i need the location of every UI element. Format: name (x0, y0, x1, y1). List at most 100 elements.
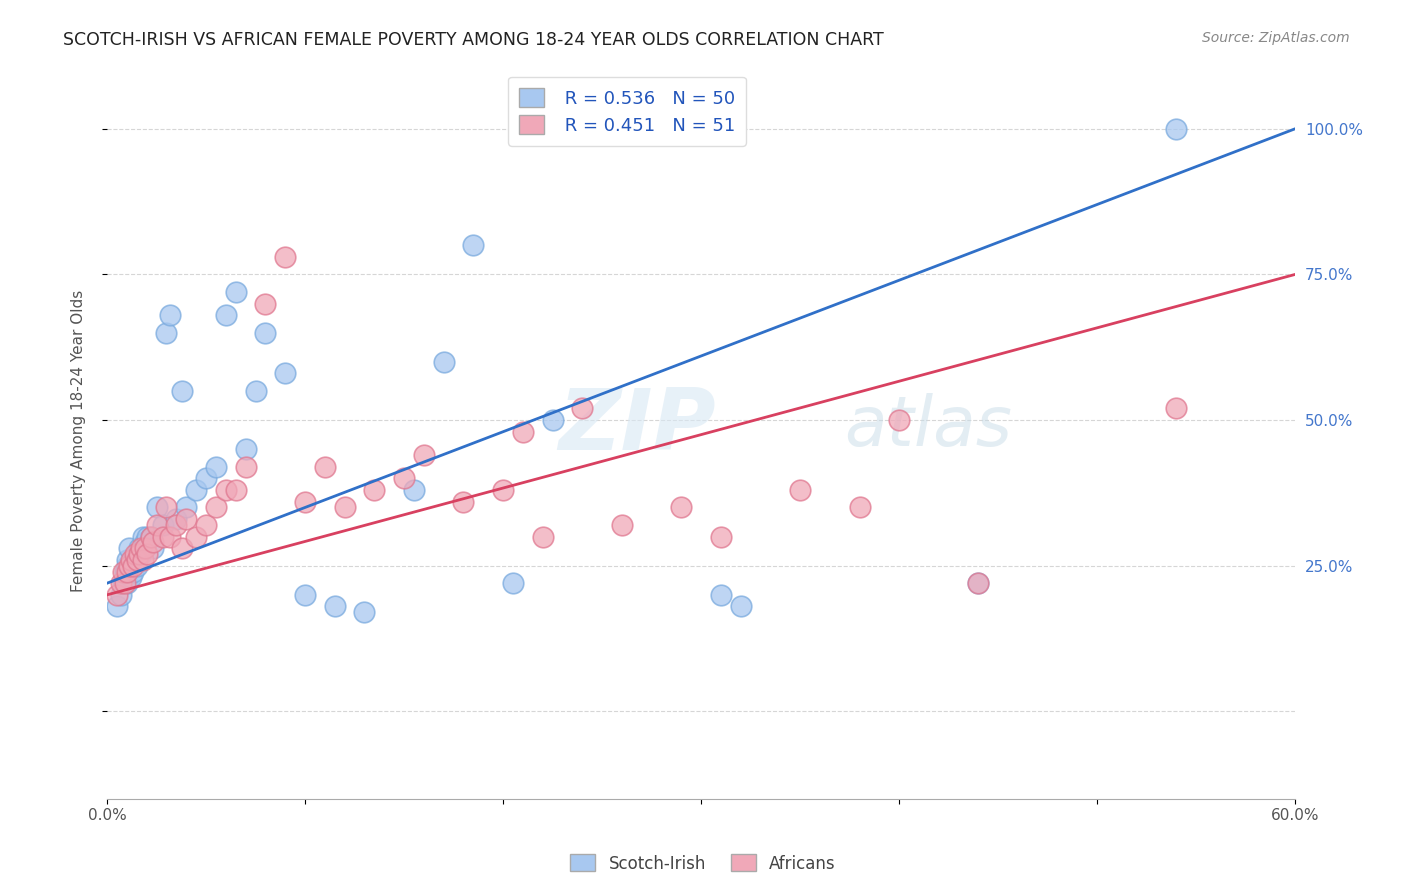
Point (225, 483, 247, 497)
Point (129, 541, 152, 556)
Point (591, 121, 613, 136)
Point (124, 553, 146, 567)
Point (155, 326, 177, 340)
Point (186, 530, 208, 544)
Point (172, 541, 194, 556)
Point (120, 570, 142, 584)
Point (135, 530, 157, 544)
Point (363, 483, 385, 497)
Point (115, 576, 138, 591)
Point (121, 565, 143, 579)
Point (235, 459, 257, 474)
Point (887, 413, 910, 427)
Point (115, 553, 138, 567)
Text: atlas: atlas (844, 392, 1012, 459)
Point (402, 483, 425, 497)
Point (789, 483, 811, 497)
Point (274, 250, 297, 264)
Point (294, 494, 316, 508)
Text: SCOTCH-IRISH VS AFRICAN FEMALE POVERTY AMONG 18-24 YEAR OLDS CORRELATION CHART: SCOTCH-IRISH VS AFRICAN FEMALE POVERTY A… (63, 31, 884, 49)
Point (967, 576, 990, 591)
Point (159, 530, 181, 544)
Point (114, 576, 136, 591)
Point (110, 576, 132, 591)
Point (111, 565, 134, 579)
Point (129, 547, 152, 561)
Point (710, 588, 733, 602)
Point (105, 588, 128, 602)
Point (174, 500, 197, 515)
Point (512, 425, 534, 439)
Point (139, 530, 162, 544)
Point (690, 121, 713, 136)
Point (128, 541, 150, 556)
Point (433, 355, 456, 369)
Point (114, 565, 136, 579)
Point (124, 547, 146, 561)
Point (412, 448, 434, 462)
Point (152, 530, 174, 544)
Point (254, 296, 277, 310)
Point (135, 547, 157, 561)
Point (165, 512, 187, 526)
Point (186, 483, 208, 497)
Point (848, 500, 870, 515)
Y-axis label: Female Poverty Among 18-24 Year Olds: Female Poverty Among 18-24 Year Olds (72, 289, 86, 591)
Point (610, 517, 633, 532)
Legend: Scotch-Irish, Africans: Scotch-Irish, Africans (564, 847, 842, 880)
Point (165, 517, 187, 532)
Point (172, 384, 194, 398)
Point (1166, 121, 1188, 136)
Point (235, 442, 257, 457)
Point (274, 367, 297, 381)
Point (730, 599, 752, 614)
Point (159, 308, 181, 322)
Point (195, 517, 218, 532)
Legend:  R = 0.536   N = 50,  R = 0.451   N = 51: R = 0.536 N = 50, R = 0.451 N = 51 (508, 77, 745, 145)
Point (120, 553, 142, 567)
Point (125, 553, 148, 567)
Point (142, 541, 165, 556)
Point (245, 384, 267, 398)
Point (710, 530, 733, 544)
Text: ZIP: ZIP (558, 384, 716, 467)
Point (205, 500, 228, 515)
Point (134, 535, 156, 549)
Point (453, 494, 475, 508)
Point (105, 599, 128, 614)
Point (118, 541, 141, 556)
Point (541, 413, 564, 427)
Point (195, 471, 218, 485)
Point (314, 459, 336, 474)
Point (139, 530, 162, 544)
Point (215, 308, 238, 322)
Point (225, 285, 247, 299)
Point (571, 401, 593, 416)
Point (1166, 401, 1188, 416)
Point (502, 576, 524, 591)
Point (155, 500, 177, 515)
Point (145, 517, 167, 532)
Point (492, 483, 515, 497)
Point (132, 530, 155, 544)
Point (531, 530, 554, 544)
Point (115, 558, 138, 573)
Point (671, 500, 693, 515)
Point (353, 605, 375, 619)
Point (254, 326, 277, 340)
Point (128, 547, 150, 561)
Point (118, 558, 141, 573)
Point (132, 553, 155, 567)
Point (333, 500, 356, 515)
Point (125, 558, 148, 573)
Text: Source: ZipAtlas.com: Source: ZipAtlas.com (1202, 31, 1350, 45)
Point (125, 547, 148, 561)
Point (463, 238, 485, 252)
Point (174, 512, 197, 526)
Point (111, 576, 134, 591)
Point (152, 517, 174, 532)
Point (323, 599, 346, 614)
Point (392, 471, 415, 485)
Point (215, 483, 238, 497)
Point (121, 558, 143, 573)
